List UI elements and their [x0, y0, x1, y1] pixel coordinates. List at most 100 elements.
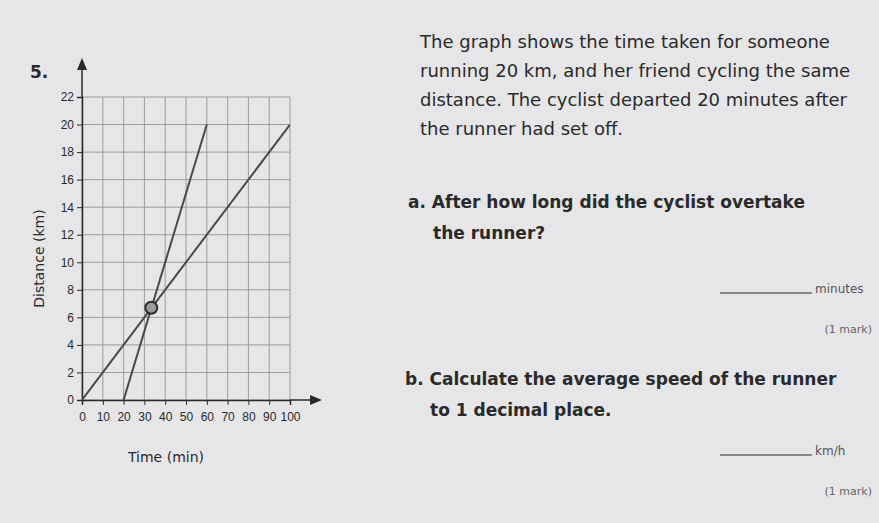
answer-unit: minutes	[815, 282, 864, 296]
tick-mark	[77, 152, 82, 153]
grid-line-x	[290, 97, 291, 400]
tick: 16	[61, 173, 82, 187]
grid-line-y	[82, 207, 290, 208]
grid-line-x	[123, 97, 124, 400]
tick: 2	[67, 366, 82, 380]
tick-mark	[77, 262, 82, 263]
tick: 40	[159, 400, 173, 424]
tick-label: 100	[280, 410, 300, 424]
marks: (1 mark)	[825, 485, 872, 498]
intersection-marker	[145, 302, 157, 314]
grid-line-y	[82, 372, 290, 373]
grid-line-y	[82, 317, 290, 318]
tick-mark	[77, 290, 82, 291]
tick-label: 14	[61, 201, 75, 215]
y-axis: 0 2 4 6 8 10 12 14 16 18 20 22	[61, 90, 83, 407]
tick-mark	[103, 400, 104, 405]
question-number: 5.	[30, 62, 48, 82]
tick-mark	[77, 400, 82, 401]
tick: 100	[280, 400, 300, 424]
tick-label: 22	[61, 90, 75, 104]
intro-line: distance. The cyclist departed 20 minute…	[420, 89, 848, 110]
grid-line-y	[82, 179, 290, 180]
tick-label: 10	[61, 256, 75, 270]
x-axis-arrowhead	[310, 395, 322, 405]
grid-line-x	[186, 97, 187, 400]
tick-mark	[77, 235, 82, 236]
tick-mark	[77, 125, 82, 126]
series-line	[82, 125, 290, 400]
tick-mark	[228, 400, 229, 405]
tick: 50	[180, 400, 194, 424]
tick-label: 40	[159, 410, 173, 424]
marks: (1 mark)	[825, 323, 872, 336]
tick: 14	[61, 201, 82, 215]
tick-label: 70	[221, 410, 235, 424]
tick-label: 4	[67, 338, 74, 352]
answer-line	[720, 293, 812, 294]
tick: 18	[61, 145, 82, 159]
tick-mark	[165, 400, 166, 405]
tick-mark	[77, 207, 82, 208]
tick: 4	[67, 338, 82, 352]
grid-line-y	[82, 97, 290, 98]
grid-line-x	[102, 97, 103, 400]
x-axis: 0 10 20 30 40 50 60 70 80 90100	[79, 400, 301, 424]
question-line: the runner?	[433, 223, 545, 243]
intro-line: the runner had set off.	[420, 118, 623, 139]
question-line: a. After how long did the cyclist overta…	[408, 192, 805, 212]
grid-line-y	[82, 124, 290, 125]
intro-line: running 20 km, and her friend cycling th…	[420, 60, 850, 81]
grid-line-x	[206, 97, 207, 400]
tick-mark	[144, 400, 145, 405]
question-line: to 1 decimal place.	[430, 400, 612, 420]
tick-label: 0	[79, 410, 86, 424]
tick: 0	[79, 400, 86, 424]
tick-label: 18	[61, 145, 75, 159]
tick-label: 12	[61, 228, 75, 242]
tick-label: 20	[61, 118, 75, 132]
tick: 6	[67, 311, 82, 325]
grid-line-x	[165, 97, 166, 400]
grid-line-y	[82, 289, 290, 290]
tick: 90	[263, 400, 277, 424]
tick-label: 10	[97, 410, 111, 424]
axis-line	[77, 98, 83, 401]
tick: 20	[117, 400, 131, 424]
y-axis-title: Distance (km)	[31, 209, 47, 307]
tick-mark	[207, 400, 208, 405]
tick-mark	[77, 180, 82, 181]
page: 5. 0 10 20 30 40 50 60 70 80 90100 0 2 4 6 8 10 12 14 16 18 2…	[0, 0, 879, 523]
x-axis-title: Time (min)	[127, 449, 204, 465]
intro-line: The graph shows the time taken for someo…	[419, 31, 830, 52]
grid-line-x	[269, 97, 270, 400]
tick: 0	[67, 393, 82, 407]
tick: 20	[61, 118, 82, 132]
grid-line-y	[82, 152, 290, 153]
answer-line	[720, 455, 812, 456]
tick: 22	[61, 90, 82, 104]
tick-label: 20	[117, 410, 131, 424]
tick-label: 50	[180, 410, 194, 424]
tick-label: 0	[67, 393, 74, 407]
tick-label: 30	[138, 410, 152, 424]
tick: 70	[221, 400, 235, 424]
tick-label: 8	[67, 283, 74, 297]
tick-label: 80	[242, 410, 256, 424]
question-line: b. Calculate the average speed of the ru…	[405, 369, 837, 389]
tick-label: 16	[61, 173, 75, 187]
y-axis-arrowhead	[77, 58, 87, 70]
tick-label: 60	[201, 410, 215, 424]
tick: 10	[97, 400, 111, 424]
tick-label: 90	[263, 410, 277, 424]
tick: 12	[61, 228, 82, 242]
tick: 10	[61, 256, 82, 270]
tick-mark	[248, 400, 249, 405]
tick-label: 2	[67, 366, 74, 380]
tick-mark	[77, 317, 82, 318]
grid-line-x	[248, 97, 249, 400]
grid-line-y	[82, 344, 290, 345]
grid-line-x	[144, 97, 145, 400]
tick-mark	[269, 400, 270, 405]
axis-line	[83, 401, 291, 406]
